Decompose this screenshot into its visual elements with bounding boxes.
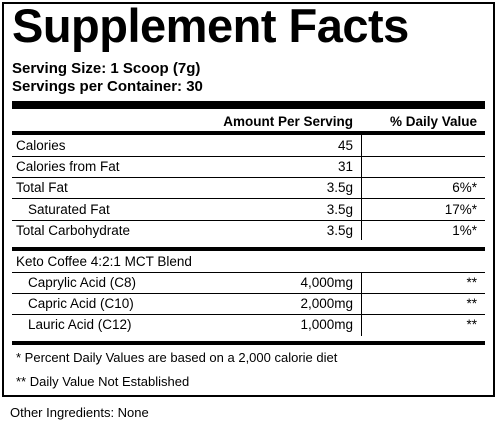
column-divider	[361, 272, 362, 336]
thick-divider	[12, 101, 485, 109]
footnote-not-established: ** Daily Value Not Established	[16, 374, 190, 389]
nutrient-label: Total Carbohydrate	[16, 223, 131, 238]
nutrient-dv: 17%*	[444, 202, 477, 217]
header-amount: Amount Per Serving	[223, 114, 353, 129]
blend-item-amount: 1,000mg	[300, 317, 353, 332]
supplement-facts-panel: Supplement Facts Serving Size: 1 Scoop (…	[2, 0, 495, 397]
blend-item-label: Lauric Acid (C12)	[28, 317, 132, 332]
footnote-divider	[12, 341, 485, 345]
section-divider	[12, 247, 485, 251]
nutrient-amount: 45	[337, 138, 353, 153]
servings-per-container: Servings per Container: 30	[12, 78, 203, 95]
blend-item-row: Lauric Acid (C12) 1,000mg **	[12, 315, 485, 335]
nutrient-label: Calories from Fat	[16, 159, 120, 174]
other-ingredients: Other Ingredients: None	[10, 405, 149, 420]
header-divider	[12, 131, 485, 135]
nutrient-dv: 6%*	[452, 180, 477, 195]
blend-item-dv: **	[466, 317, 477, 332]
blend-item-label: Caprylic Acid (C8)	[28, 275, 137, 290]
blend-name: Keto Coffee 4:2:1 MCT Blend	[16, 254, 192, 269]
blend-item-row: Capric Acid (C10) 2,000mg **	[12, 294, 485, 314]
nutrient-row: Saturated Fat 3.5g 17%*	[12, 200, 485, 220]
header-daily-value: % Daily Value	[389, 114, 477, 129]
nutrient-label: Saturated Fat	[28, 202, 110, 217]
blend-item-row: Caprylic Acid (C8) 4,000mg **	[12, 273, 485, 293]
blend-item-dv: **	[466, 296, 477, 311]
nutrient-dv: 1%*	[452, 223, 477, 238]
table-header: Amount Per Serving % Daily Value	[12, 112, 485, 132]
nutrient-amount: 3.5g	[326, 223, 353, 238]
column-divider	[361, 135, 362, 240]
nutrient-row: Total Carbohydrate 3.5g 1%*	[12, 221, 485, 241]
nutrient-row: Calories 45	[12, 136, 485, 156]
blend-item-amount: 4,000mg	[300, 275, 353, 290]
nutrient-row: Calories from Fat 31	[12, 157, 485, 177]
nutrient-row: Total Fat 3.5g 6%*	[12, 178, 485, 198]
blend-title-row: Keto Coffee 4:2:1 MCT Blend	[12, 252, 485, 272]
nutrient-amount: 3.5g	[326, 202, 353, 217]
panel-title: Supplement Facts	[12, 0, 409, 52]
blend-item-label: Capric Acid (C10)	[28, 296, 134, 311]
nutrient-label: Total Fat	[16, 180, 68, 195]
serving-size: Serving Size: 1 Scoop (7g)	[12, 60, 201, 77]
nutrient-amount: 3.5g	[326, 180, 353, 195]
nutrient-amount: 31	[337, 159, 353, 174]
blend-item-amount: 2,000mg	[300, 296, 353, 311]
blend-item-dv: **	[466, 275, 477, 290]
nutrient-label: Calories	[16, 138, 66, 153]
footnote-dv: * Percent Daily Values are based on a 2,…	[16, 350, 338, 365]
